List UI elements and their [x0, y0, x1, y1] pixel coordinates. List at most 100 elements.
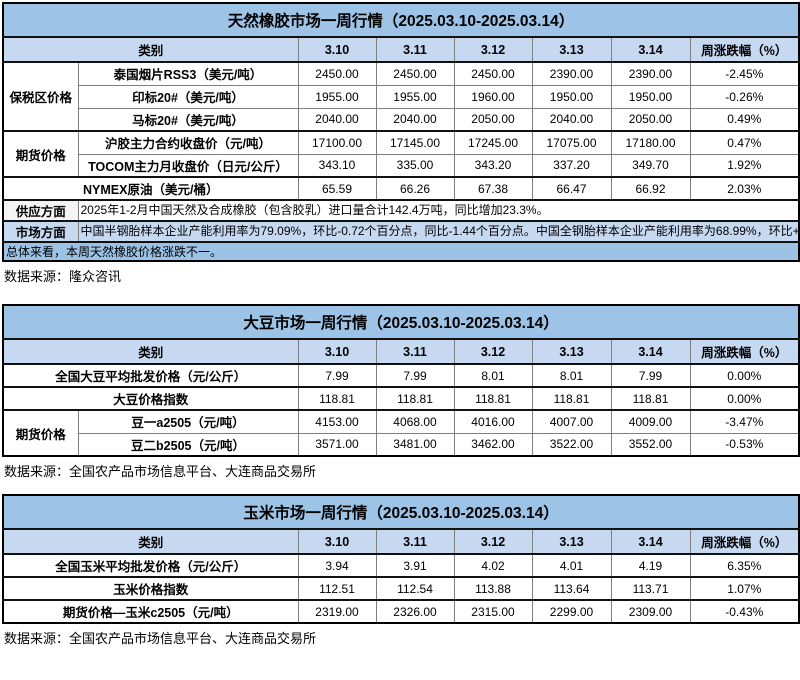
- table-row: 期货价格 豆一a2505（元/吨） 4153.00 4068.00 4016.00 400…: [2, 409, 800, 457]
- value-cell: 17075.00: [531, 130, 612, 155]
- change-cell: 0.49%: [689, 107, 800, 132]
- date-header: 3.12: [453, 36, 533, 63]
- value-cell: 7.99: [375, 363, 455, 388]
- date-header: 3.14: [610, 338, 691, 365]
- row-label: 大豆价格指数: [2, 386, 299, 411]
- date-header: 3.10: [297, 36, 377, 63]
- value-cell: 3552.00: [610, 432, 691, 457]
- value-cell: 67.38: [453, 176, 533, 201]
- value-cell: 1950.00: [531, 84, 612, 109]
- table-row: 类别 3.10 3.11 3.12 3.13 3.14 周涨跌幅（%）: [2, 528, 800, 555]
- value-cell: 2390.00: [531, 61, 612, 86]
- date-header: 3.10: [297, 338, 377, 365]
- change-cell: -0.43%: [689, 599, 800, 624]
- table-row: 总体来看，本周天然橡胶价格涨跌不一。: [2, 241, 800, 262]
- value-cell: 1955.00: [375, 84, 455, 109]
- value-cell: 2450.00: [453, 61, 533, 86]
- table-row: 期货价格 沪胶主力合约收盘价（元/吨） 17100.00 17145.00 17245.…: [2, 130, 800, 178]
- row-label: 马标20#（美元/吨）: [77, 107, 299, 132]
- market-table: 大豆市场一周行情（2025.03.10-2025.03.14） 类别 3.10 3.1…: [2, 304, 800, 457]
- category-header: 类别: [2, 36, 299, 63]
- note-label: 供应方面: [2, 199, 79, 222]
- value-cell: 118.81: [375, 386, 455, 411]
- table-row: 类别 3.10 3.11 3.12 3.13 3.14 周涨跌幅（%）: [2, 36, 800, 63]
- value-cell: 3571.00: [297, 432, 377, 457]
- value-cell: 17245.00: [453, 130, 533, 155]
- market-table-section: 玉米市场一周行情（2025.03.10-2025.03.14） 类别 3.10 3.1…: [2, 494, 800, 646]
- date-header: 3.14: [610, 36, 691, 63]
- change-cell: 0.00%: [689, 363, 800, 388]
- row-label: 印标20#（美元/吨）: [77, 84, 299, 109]
- value-cell: 2326.00: [375, 599, 455, 624]
- table-row: 玉米市场一周行情（2025.03.10-2025.03.14）: [2, 494, 800, 530]
- value-cell: 2319.00: [297, 599, 377, 624]
- value-cell: 4.19: [610, 553, 691, 578]
- value-cell: 112.54: [375, 576, 455, 601]
- row-label: 玉米价格指数: [2, 576, 299, 601]
- change-cell: 2.03%: [689, 176, 800, 201]
- value-cell: 335.00: [375, 153, 455, 178]
- value-cell: 113.71: [610, 576, 691, 601]
- value-cell: 2050.00: [610, 107, 691, 132]
- value-cell: 2315.00: [453, 599, 533, 624]
- value-cell: 4.02: [453, 553, 533, 578]
- table-row: 类别 3.10 3.11 3.12 3.13 3.14 周涨跌幅（%）: [2, 338, 800, 365]
- value-cell: 343.10: [297, 153, 377, 178]
- value-cell: 349.70: [610, 153, 691, 178]
- table-row: 全国玉米平均批发价格（元/公斤） 3.94 3.91 4.02 4.01 4.19 6.35…: [2, 553, 800, 578]
- table-row: 供应方面 2025年1-2月中国天然及合成橡胶（包含胶乳）进口量合计142.4万吨…: [2, 199, 800, 222]
- table-title: 玉米市场一周行情（2025.03.10-2025.03.14）: [2, 494, 800, 530]
- row-label: 全国玉米平均批发价格（元/公斤）: [2, 553, 299, 578]
- value-cell: 113.88: [453, 576, 533, 601]
- value-cell: 66.47: [531, 176, 612, 201]
- change-cell: 1.07%: [689, 576, 800, 601]
- value-cell: 3522.00: [531, 432, 612, 457]
- summary-text: 总体来看，本周天然橡胶价格涨跌不一。: [2, 241, 800, 262]
- change-cell: -3.47%: [689, 409, 800, 434]
- market-table: 天然橡胶市场一周行情（2025.03.10-2025.03.14） 类别 3.10 3…: [2, 2, 800, 262]
- row-label: NYMEX原油（美元/桶）: [2, 176, 299, 201]
- market-report-body: 天然橡胶市场一周行情（2025.03.10-2025.03.14） 类别 3.10 3…: [2, 2, 800, 646]
- change-cell: 1.92%: [689, 153, 800, 178]
- table-row: NYMEX原油（美元/桶） 65.59 66.26 67.38 66.47 66.92 2.…: [2, 176, 800, 201]
- data-source: 数据来源：全国农产品市场信息平台、大连商品交易所: [4, 464, 317, 479]
- date-header: 3.14: [610, 528, 691, 555]
- value-cell: 8.01: [531, 363, 612, 388]
- value-cell: 2050.00: [453, 107, 533, 132]
- date-header: 3.11: [375, 528, 455, 555]
- table-row: 市场方面 中国半钢胎样本企业产能利用率为79.09%，环比-0.72个百分点，同比…: [2, 220, 800, 243]
- value-cell: 1950.00: [610, 84, 691, 109]
- value-cell: 2040.00: [531, 107, 612, 132]
- value-cell: 2390.00: [610, 61, 691, 86]
- market-table: 玉米市场一周行情（2025.03.10-2025.03.14） 类别 3.10 3.1…: [2, 494, 800, 624]
- value-cell: 3.91: [375, 553, 455, 578]
- value-cell: 7.99: [610, 363, 691, 388]
- row-group-label: 期货价格: [2, 409, 79, 457]
- table-row: 大豆价格指数 118.81 118.81 118.81 118.81 118.81 0.00…: [2, 386, 800, 411]
- note-text: 2025年1-2月中国天然及合成橡胶（包含胶乳）进口量合计142.4万吨，同比增…: [77, 199, 800, 222]
- data-source: 数据来源：隆众咨讯: [4, 269, 122, 284]
- category-header: 类别: [2, 528, 299, 555]
- change-header: 周涨跌幅（%）: [689, 338, 800, 365]
- value-cell: 343.20: [453, 153, 533, 178]
- value-cell: 2299.00: [531, 599, 612, 624]
- table-row: 保税区价格 泰国烟片RSS3（美元/吨） 2450.00 2450.00 2450.00…: [2, 61, 800, 132]
- table-row: TOCOM主力月收盘价（日元/公斤） 343.10 335.00 343.20 337.…: [3, 153, 800, 178]
- date-header: 3.11: [375, 338, 455, 365]
- value-cell: 4068.00: [375, 409, 455, 434]
- table-row: 马标20#（美元/吨） 2040.00 2040.00 2050.00 2040.00 2…: [3, 107, 800, 132]
- change-header: 周涨跌幅（%）: [689, 36, 800, 63]
- change-header: 周涨跌幅（%）: [689, 528, 800, 555]
- row-group-label: 期货价格: [2, 130, 79, 178]
- value-cell: 4007.00: [531, 409, 612, 434]
- market-table-section: 大豆市场一周行情（2025.03.10-2025.03.14） 类别 3.10 3.1…: [2, 304, 800, 479]
- row-label: TOCOM主力月收盘价（日元/公斤）: [77, 153, 299, 178]
- table-row: 玉米价格指数 112.51 112.54 113.88 113.64 113.71 1.07…: [2, 576, 800, 601]
- value-cell: 1955.00: [297, 84, 377, 109]
- date-header: 3.13: [531, 528, 612, 555]
- table-row: 期货价格—玉米c2505（元/吨） 2319.00 2326.00 2315.00 22…: [2, 599, 800, 624]
- value-cell: 17180.00: [610, 130, 691, 155]
- table-title: 天然橡胶市场一周行情（2025.03.10-2025.03.14）: [2, 2, 800, 38]
- data-source: 数据来源：全国农产品市场信息平台、大连商品交易所: [4, 631, 317, 646]
- table-title: 大豆市场一周行情（2025.03.10-2025.03.14）: [2, 304, 800, 340]
